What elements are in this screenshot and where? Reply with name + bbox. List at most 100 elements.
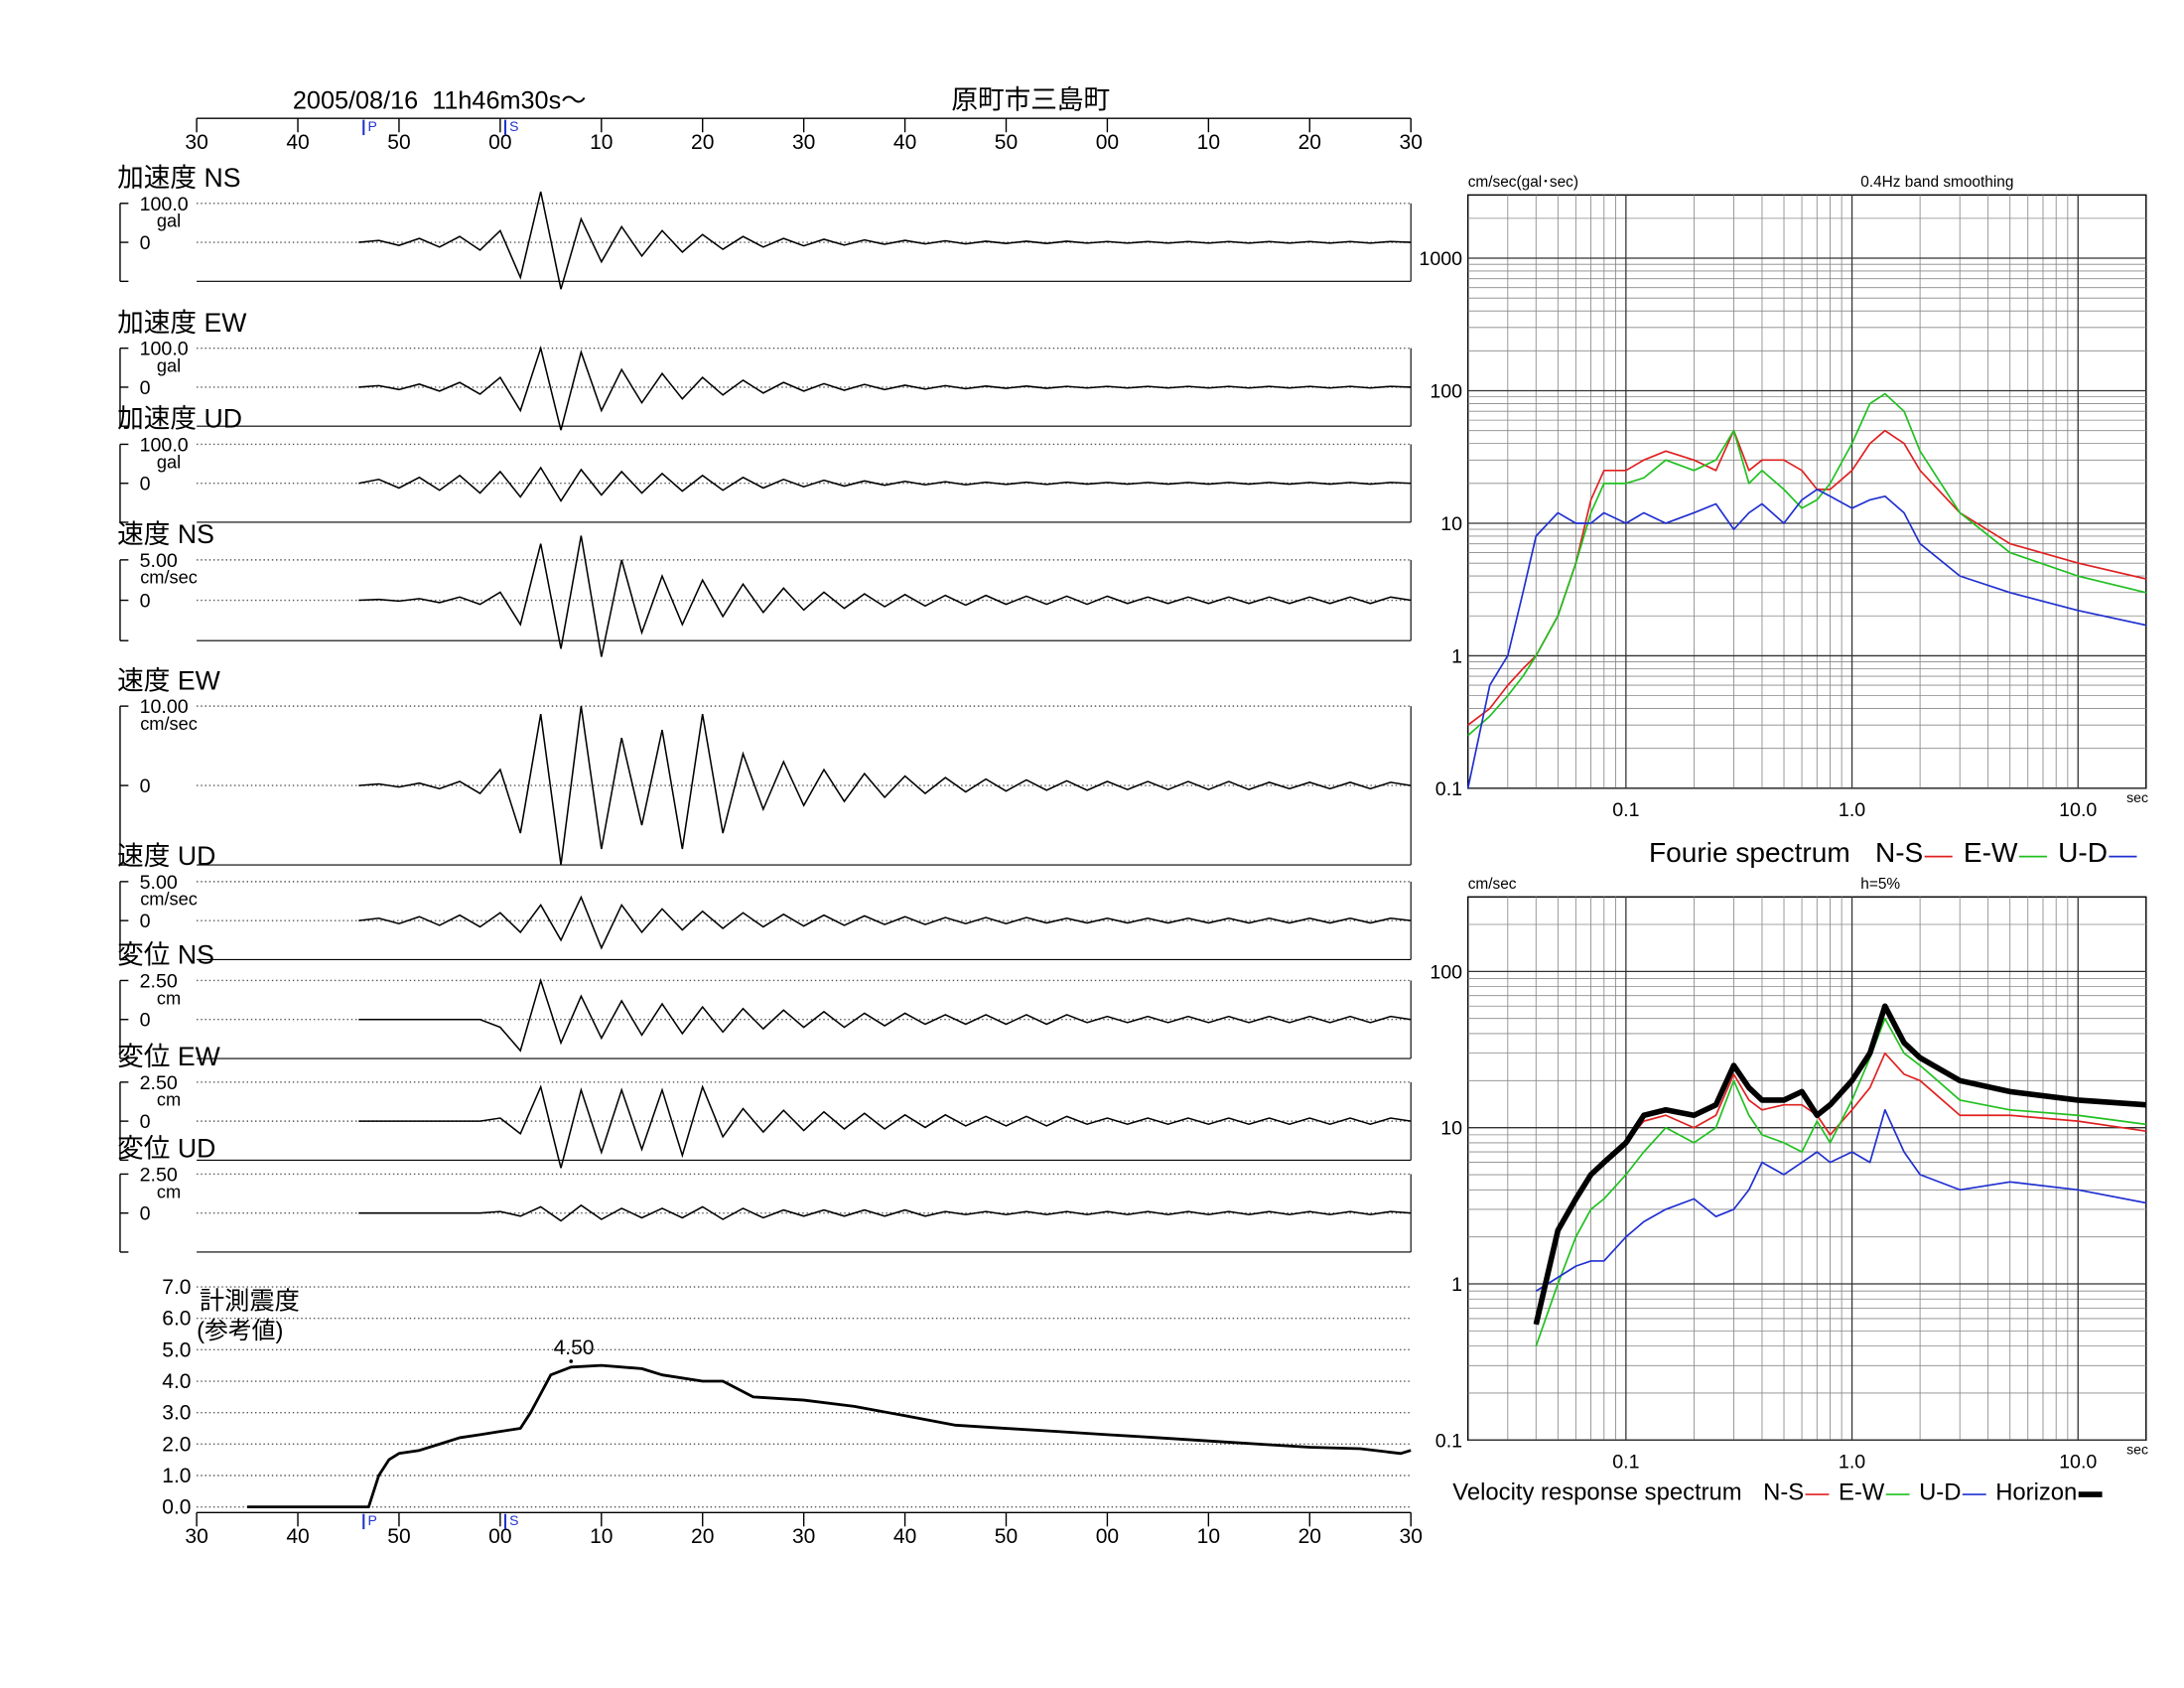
trace (358, 706, 1412, 866)
x-tick-label: 10.0 (2059, 1451, 2097, 1473)
y-tick-label: 3.0 (162, 1402, 191, 1425)
legend-title: Velocity response spectrum (1452, 1479, 1741, 1506)
phase-label: P (367, 1512, 376, 1528)
x-tick-label: 00 (1096, 1525, 1119, 1548)
series-line (1466, 489, 2146, 789)
y-tick-label: 5.00 (140, 550, 178, 572)
trace (358, 191, 1412, 290)
series-line (247, 1363, 1412, 1509)
x-tick-label: 00 (488, 131, 511, 154)
y-tick-label: 100.0 (140, 339, 189, 360)
series-line (1535, 1108, 2146, 1292)
legend-label: U-D (1919, 1479, 1961, 1506)
y-tick-label: 2.50 (140, 1164, 178, 1186)
phase-label: S (509, 118, 518, 134)
x-tick-label: 40 (893, 131, 916, 154)
panel-unit: gal (157, 355, 181, 376)
phase-label: S (509, 1512, 518, 1528)
panel-label: 加速度 NS (117, 163, 240, 193)
x-tick-label: 10.0 (2059, 799, 2097, 821)
legend-label: E-W (1839, 1479, 1885, 1506)
y-tick-label: 0 (140, 775, 151, 797)
panel-label: 速度 NS (117, 519, 214, 549)
y-tick-label: 5.00 (140, 872, 178, 894)
x-tick-label: 10 (1197, 1525, 1220, 1548)
x-tick-label: 40 (893, 1525, 916, 1548)
panel-unit: cm (157, 1089, 181, 1110)
y-tick-label: 4.0 (162, 1370, 191, 1393)
legend-label: E-W (1964, 837, 2018, 868)
x-tick-label: 20 (1298, 1525, 1321, 1548)
trace (358, 345, 1412, 431)
x-tick-label: 50 (995, 1525, 1018, 1548)
x-tick-label: 00 (1096, 131, 1119, 154)
y-tick-label: 1 (1451, 645, 1462, 667)
annotation-dot (569, 1359, 574, 1363)
x-tick-label: 50 (387, 131, 410, 154)
series-line (1533, 1003, 2146, 1326)
y-tick-label: 10 (1440, 513, 1462, 535)
series-line (1467, 392, 2146, 737)
y-tick-label: 0 (140, 377, 151, 399)
trace (358, 895, 1412, 950)
y-tick-label: 6.0 (162, 1308, 191, 1331)
chart-subtitle: 原町市三島町 (951, 84, 1110, 114)
y-tick-label: 0 (140, 1203, 151, 1225)
chart-title: 計測震度 (200, 1287, 300, 1315)
x-tick-label: 00 (488, 1525, 511, 1548)
x-tick-label: 30 (185, 1525, 207, 1548)
x-tick-label: 40 (286, 1525, 309, 1548)
y-tick-label: 0 (140, 591, 151, 613)
y-tick-label: 10 (1440, 1118, 1462, 1140)
y-tick-label: 0 (140, 1010, 151, 1032)
y-tick-label: 100 (1430, 961, 1462, 983)
y-tick-label: 100.0 (140, 194, 189, 215)
y-tick-label: 5.0 (162, 1338, 191, 1361)
x-tick-label: 1.0 (1839, 1451, 1865, 1473)
x-tick-label: 10 (590, 1525, 613, 1548)
x-tick-label: 20 (1298, 131, 1321, 154)
x-tick-label: 30 (792, 131, 815, 154)
y-tick-label: 10.00 (140, 696, 189, 718)
x-tick-label: 10 (1197, 131, 1220, 154)
chart-note: 0.4Hz band smoothing (1860, 174, 2013, 191)
y-tick-label: 0.1 (1435, 1430, 1462, 1452)
chart-subtitle: (参考値) (197, 1318, 283, 1344)
panel-label: 変位 EW (117, 1042, 220, 1071)
y-tick-label: 1 (1451, 1274, 1462, 1296)
y-tick-label: 2.50 (140, 970, 178, 992)
y-tick-label: 0.1 (1435, 778, 1462, 800)
x-tick-label: 30 (1400, 131, 1423, 154)
x-tick-label: 20 (691, 1525, 714, 1548)
phase-label: P (367, 118, 376, 134)
x-tick-label: 40 (286, 131, 309, 154)
y-tick-label: 2.50 (140, 1072, 178, 1094)
series-line (1535, 1017, 2146, 1346)
y-tick-label: 0.0 (162, 1496, 191, 1519)
x-tick-label: 10 (590, 131, 613, 154)
annotation: 4.50 (554, 1336, 595, 1359)
x-tick-label: 50 (995, 131, 1018, 154)
y-tick-label: 1.0 (162, 1465, 191, 1487)
x-tick-label: 30 (1400, 1525, 1423, 1548)
panel-unit: gal (157, 451, 181, 472)
legend-label: N-S (1763, 1479, 1804, 1506)
panel-label: 速度 EW (117, 665, 220, 695)
y-tick-label: 1000 (1419, 248, 1462, 270)
x-tick-label: 30 (185, 131, 207, 154)
y-axis-label: cm/sec (1468, 876, 1517, 893)
trace (358, 535, 1412, 657)
panel-unit: cm (157, 1181, 181, 1201)
panel-label: 加速度 EW (117, 308, 247, 338)
y-tick-label: 100 (1430, 381, 1462, 403)
y-axis-label: cm/sec(gal･sec) (1468, 174, 1578, 191)
series-line (1467, 429, 2146, 726)
trace (358, 466, 1412, 502)
y-tick-label: 7.0 (162, 1276, 191, 1299)
panel-unit: cm/sec (140, 713, 198, 734)
x-tick-label: 20 (691, 131, 714, 154)
y-tick-label: 0 (140, 1111, 151, 1133)
y-tick-label: 0 (140, 232, 151, 254)
panel-unit: gal (157, 211, 181, 231)
